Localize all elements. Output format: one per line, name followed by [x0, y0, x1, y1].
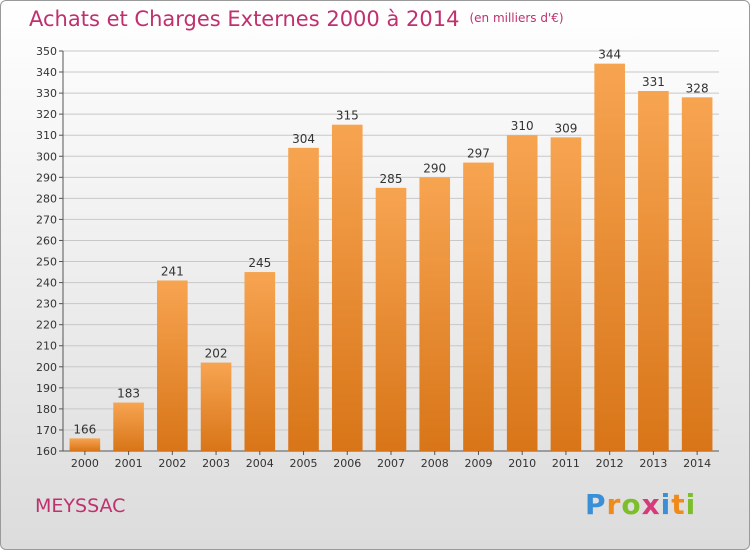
x-tick-label: 2000	[71, 457, 99, 470]
logo-letter: t	[671, 488, 686, 521]
bar	[463, 162, 494, 451]
data-label: 241	[161, 264, 184, 278]
bar	[419, 177, 451, 451]
y-tick-label: 290	[36, 171, 57, 184]
bar	[331, 124, 363, 452]
y-tick-label: 200	[36, 361, 57, 374]
y-tick-label: 300	[36, 150, 57, 163]
data-label: 304	[292, 132, 315, 146]
data-label: 183	[117, 387, 140, 401]
x-tick-label: 2012	[596, 457, 624, 470]
y-tick-label: 230	[36, 298, 57, 311]
y-tick-label: 210	[36, 340, 57, 353]
y-tick-label: 280	[36, 192, 57, 205]
data-label: 331	[642, 75, 665, 89]
x-tick-label: 2001	[115, 457, 143, 470]
data-label: 310	[511, 119, 534, 133]
y-tick-label: 340	[36, 66, 57, 79]
y-tick-label: 190	[36, 382, 57, 395]
logo-letter: P	[585, 488, 607, 521]
y-tick-label: 220	[36, 319, 57, 332]
data-label: 344	[598, 48, 621, 62]
x-tick-label: 2006	[333, 457, 361, 470]
y-tick-label: 160	[36, 445, 57, 458]
y-tick-label: 260	[36, 234, 57, 247]
y-tick-label: 350	[36, 45, 57, 58]
chart-title: Achats et Charges Externes 2000 à 2014 (e…	[29, 7, 564, 31]
unit-note: (en milliers d'€)	[469, 11, 564, 25]
bar	[550, 137, 582, 451]
x-tick-label: 2013	[639, 457, 667, 470]
data-label: 297	[467, 147, 490, 161]
logo-letter: o	[621, 488, 642, 521]
x-tick-label: 2010	[508, 457, 536, 470]
logo-letter: x	[641, 488, 661, 521]
y-tick-label: 310	[36, 129, 57, 142]
x-tick-label: 2014	[683, 457, 711, 470]
proxiti-logo: Proxiti	[585, 488, 696, 521]
chart-title-text: Achats et Charges Externes 2000 à 2014	[29, 7, 460, 31]
x-tick-label: 2009	[464, 457, 492, 470]
y-tick-label: 180	[36, 403, 57, 416]
x-tick-label: 2005	[290, 457, 318, 470]
bar	[69, 438, 101, 451]
logo-letter: i	[660, 488, 672, 521]
x-tick-label: 2007	[377, 457, 405, 470]
bar	[157, 280, 188, 451]
y-tick-label: 320	[36, 108, 57, 121]
data-label: 290	[423, 161, 446, 175]
logo-letter: r	[606, 488, 622, 521]
bar	[594, 63, 625, 451]
data-label: 202	[205, 347, 228, 361]
x-tick-label: 2004	[246, 457, 274, 470]
data-label: 315	[336, 109, 359, 123]
bar	[244, 272, 276, 451]
y-tick-label: 240	[36, 277, 57, 290]
bar	[288, 147, 319, 451]
data-label: 285	[380, 172, 403, 186]
data-label: 245	[248, 256, 271, 270]
bar	[638, 91, 669, 451]
y-tick-label: 330	[36, 87, 57, 100]
y-tick-label: 170	[36, 424, 57, 437]
bar	[375, 187, 407, 451]
x-tick-label: 2003	[202, 457, 230, 470]
data-label: 166	[73, 422, 96, 436]
bar	[200, 362, 232, 451]
data-label: 328	[686, 81, 709, 95]
bar	[681, 97, 713, 451]
commune-name: MEYSSAC	[35, 495, 126, 517]
bar	[113, 402, 144, 451]
x-tick-label: 2002	[158, 457, 186, 470]
x-tick-label: 2008	[421, 457, 449, 470]
y-tick-label: 250	[36, 256, 57, 269]
data-label: 309	[554, 121, 577, 135]
bar	[506, 135, 538, 452]
x-tick-label: 2011	[552, 457, 580, 470]
y-tick-label: 270	[36, 213, 57, 226]
logo-letter: i	[685, 488, 697, 521]
